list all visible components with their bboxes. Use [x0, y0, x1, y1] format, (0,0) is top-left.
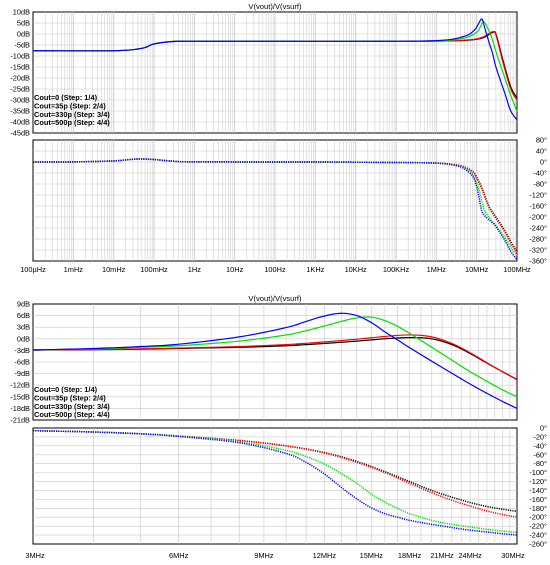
y-tick-label: 0° — [540, 158, 547, 167]
legend-entry-4: Cout=500p (Step: 4/4) — [34, 118, 110, 127]
y-tick-label: -60° — [533, 450, 547, 459]
x-tick-label: 15MHz — [360, 551, 384, 560]
y-tick-label: -180° — [529, 504, 547, 513]
x-tick-label: 12MHz — [313, 551, 337, 560]
x-tick-label: 9MHz — [254, 551, 274, 560]
x-tick-label: 10KHz — [345, 265, 367, 274]
y-tick-label: -320° — [529, 246, 547, 255]
y-tick-label: -35dB — [10, 107, 30, 116]
x-tick-label: 6MHz — [169, 551, 189, 560]
x-tick-label: 1MHz — [427, 265, 447, 274]
y-tick-label: -10dB — [10, 52, 30, 61]
x-tick-label: 1KHz — [306, 265, 324, 274]
y-tick-label: 9dB — [17, 300, 30, 309]
y-tick-label: -200° — [529, 513, 547, 522]
legend-entry-3: Cout=330p (Step: 3/4) — [34, 402, 110, 411]
y-tick-label: -9dB — [14, 369, 30, 378]
magnitude-trace-4 — [32, 18, 518, 121]
y-tick-label: -21dB — [10, 416, 30, 425]
y-tick-label: -160° — [529, 202, 547, 211]
legend-entry-1: Cout=0 (Step: 1/4) — [34, 93, 98, 102]
y-tick-label: -140° — [529, 486, 547, 495]
y-tick-label: 3dB — [17, 323, 30, 332]
x-tick-label: 1Hz — [188, 265, 201, 274]
x-tick-label: 100Hz — [264, 265, 286, 274]
x-tick-label: 24MHz — [458, 551, 482, 560]
y-tick-label: -18dB — [10, 404, 30, 413]
y-tick-label: -45dB — [10, 129, 30, 138]
x-tick-label: 3MHz — [25, 551, 45, 560]
x-tick-label: 10mHz — [102, 265, 126, 274]
y-tick-label: -20dB — [10, 74, 30, 83]
y-tick-label: -25dB — [10, 85, 30, 94]
zoom-phase-trace-1 — [32, 429, 518, 513]
legend-entry-3: Cout=330p (Step: 3/4) — [34, 110, 110, 119]
x-tick-label: 10MHz — [465, 265, 489, 274]
y-tick-label: -15dB — [10, 63, 30, 72]
y-tick-label: -240° — [529, 224, 547, 233]
y-tick-label: -40° — [533, 169, 547, 178]
y-tick-label: -280° — [529, 235, 547, 244]
phase-trace-4 — [33, 158, 518, 261]
zoom-magnitude-trace-3 — [32, 316, 518, 398]
y-tick-label: -360° — [529, 257, 547, 266]
y-tick-label: -80° — [533, 459, 547, 468]
legend-entry-4: Cout=500p (Step: 4/4) — [34, 410, 110, 419]
y-tick-label: 0° — [540, 424, 547, 433]
y-tick-label: -200° — [529, 213, 547, 222]
x-tick-label: 100mHz — [140, 265, 168, 274]
y-tick-label: 5dB — [17, 19, 30, 28]
y-tick-label: 0dB — [17, 30, 30, 39]
zoom-magnitude-trace-4 — [32, 312, 518, 409]
x-tick-label: 100µHz — [20, 265, 46, 274]
y-tick-label: 10dB — [13, 8, 30, 17]
y-tick-label: -120° — [529, 191, 547, 200]
y-tick-label: -240° — [529, 531, 547, 540]
y-tick-label: -160° — [529, 495, 547, 504]
y-tick-label: -20° — [533, 432, 547, 441]
y-tick-label: -40dB — [10, 118, 30, 127]
chart-title: V(vout)/V(vsurf) — [248, 294, 302, 303]
y-tick-label: -40° — [533, 441, 547, 450]
y-tick-label: -80° — [533, 180, 547, 189]
x-tick-label: 30MHz — [501, 551, 525, 560]
x-tick-label: 10Hz — [226, 265, 244, 274]
y-tick-label: -100° — [529, 468, 547, 477]
y-tick-label: 40° — [536, 147, 547, 156]
y-tick-label: 0dB — [17, 334, 30, 343]
y-tick-label: -5dB — [14, 41, 30, 50]
y-tick-label: -220° — [529, 522, 547, 531]
y-tick-label: -30dB — [10, 96, 30, 105]
zoom-phase-trace-4 — [32, 429, 518, 536]
x-tick-label: 100KHz — [383, 265, 410, 274]
x-tick-label: 1mHz — [64, 265, 84, 274]
chart-title: V(vout)/V(vsurf) — [248, 2, 302, 11]
x-tick-label: 100MHz — [503, 265, 531, 274]
legend-entry-2: Cout=35p (Step: 2/4) — [34, 101, 106, 110]
y-tick-label: -6dB — [14, 358, 30, 367]
y-tick-label: -12dB — [10, 381, 30, 390]
legend-entry-1: Cout=0 (Step: 1/4) — [34, 385, 98, 394]
y-tick-label: -120° — [529, 477, 547, 486]
x-tick-label: 18MHz — [398, 551, 422, 560]
y-tick-label: -260° — [529, 540, 547, 549]
plot-frame-4 — [32, 427, 518, 545]
zoom-magnitude-trace-2 — [32, 334, 518, 381]
legend-entry-2: Cout=35p (Step: 2/4) — [34, 393, 106, 402]
y-tick-label: -3dB — [14, 346, 30, 355]
y-tick-label: -15dB — [10, 392, 30, 401]
x-tick-label: 21MHz — [430, 551, 454, 560]
y-tick-label: 6dB — [17, 311, 30, 320]
y-tick-label: 80° — [536, 136, 547, 145]
